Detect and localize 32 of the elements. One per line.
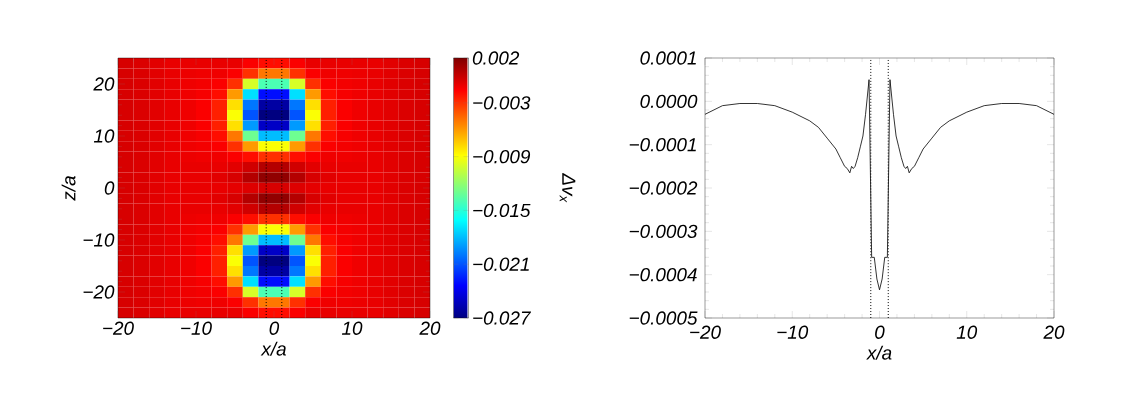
x-tick-label: −20: [690, 325, 721, 339]
y-tick-label: −0.0001: [629, 137, 696, 152]
x-tick-label: 10: [956, 325, 978, 339]
y-tick-label: 0: [104, 181, 115, 195]
y-tick-label: 20: [93, 77, 115, 91]
color-bar-title: Δv$_{x}$: [559, 172, 576, 203]
y-axis-title: z/a: [61, 176, 76, 201]
y-tick-label: 0.0001: [640, 51, 696, 65]
y-tick-label: −20: [83, 285, 115, 299]
x-tick-label: 20: [419, 321, 441, 335]
color-bar-label: −0.003: [473, 96, 531, 110]
color-bar-label: −0.009: [473, 149, 531, 164]
y-tick-label: −0.0005: [629, 311, 698, 325]
x-axis-title: x/a: [866, 345, 892, 360]
color-bar-label: 0.002: [472, 51, 520, 65]
x-tick-label: 20: [1043, 325, 1065, 339]
color-bar-label: −0.027: [473, 311, 532, 325]
y-tick-label: −0.0002: [629, 181, 698, 195]
x-tick-label: −10: [181, 321, 212, 335]
y-tick-label: −0.0004: [629, 267, 697, 282]
x-tick-label: −10: [777, 325, 809, 339]
x-tick-label: 10: [341, 321, 363, 335]
x-tick-label: −20: [103, 321, 134, 335]
x-tick-label: 0: [269, 321, 280, 335]
y-tick-label: −0.0003: [629, 224, 698, 239]
y-tick-label: 0.0000: [640, 94, 698, 109]
x-axis-title: x/a: [260, 341, 286, 356]
color-bar-label: −0.015: [473, 203, 531, 218]
y-tick-label: 10: [93, 129, 115, 143]
color-bar-label: −0.021: [473, 257, 529, 271]
x-tick-label: 0: [875, 325, 885, 339]
y-tick-label: −10: [83, 233, 115, 247]
